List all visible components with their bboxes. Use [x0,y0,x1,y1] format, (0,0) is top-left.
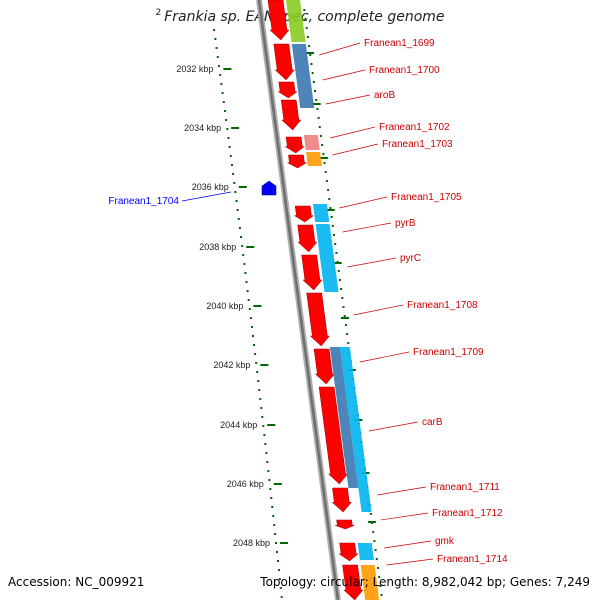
gene-arrow[interactable] [313,348,335,385]
gene-arrow[interactable] [306,292,330,347]
gene-label[interactable]: Franean1_1709 [413,347,484,358]
gene-label[interactable]: gmk [435,536,455,547]
cog-band [312,204,330,222]
gene-arrow[interactable] [331,487,352,513]
tick-labels: 2032 kbp 2034 kbp 2036 kbp 2038 kbp 2040 kbp… [176,64,270,548]
genes-label: Genes: [509,575,552,589]
cog-band [286,0,306,42]
cog-band [306,152,322,166]
gene-label[interactable]: Franean1_1702 [379,122,450,133]
leader-line [386,558,434,566]
gene-label[interactable]: aroB [374,90,395,101]
genes-value: 7,249 [555,575,590,589]
gene-label[interactable]: Franean1_1708 [407,300,478,311]
gene-arrow[interactable] [284,136,306,154]
gene-arrow[interactable] [273,43,295,81]
title-prefix: 2 [155,8,162,18]
gene-label[interactable]: Franean1_1711 [430,482,500,493]
gene-arrow[interactable] [342,564,364,600]
leader-line [342,222,392,233]
length-value: 8,982,042 bp; [421,575,507,589]
gene-arrow[interactable] [267,0,290,41]
tick-label: 2048 kbp [233,538,270,548]
gene-label[interactable]: pyrC [400,253,421,264]
organism-name: Frankia sp. EAN1pec, complete genome [164,9,445,25]
map-title: 2 Frankia sp. EAN1pec, complete genome [0,8,600,25]
accession-label: Accession: [8,575,72,589]
gene-track [261,0,364,600]
cog-band [315,224,339,292]
gene-arrow[interactable] [293,205,315,223]
leader-line [339,196,388,209]
accession-info: Accession: NC_009921 [8,575,144,589]
gene-arrow[interactable] [297,224,318,253]
leader-line [325,94,371,105]
leader-line [353,304,404,316]
leader-line [384,540,432,549]
length-label: Length: [372,575,419,589]
genome-stats: Topology: circular; Length: 8,982,042 bp… [260,575,590,589]
gene-arrow[interactable] [301,254,323,291]
leader-line [347,257,397,268]
gene-arrow[interactable] [287,154,308,169]
gene-label[interactable]: pyrB [395,218,416,229]
cog-band [303,135,320,150]
gene-label[interactable]: Franean1_1699 [364,38,435,49]
gene-arrow[interactable] [335,519,355,530]
gene-label[interactable]: carB [422,417,443,428]
leader-line [332,143,379,156]
tick-label: 2036 kbp [192,182,229,192]
tick-label: 2044 kbp [220,420,257,430]
leader-line [368,421,419,432]
tick-label: 2032 kbp [176,64,213,74]
topology-label: Topology: [260,575,317,589]
cog-band [291,44,315,108]
leader-line [330,126,376,139]
accession-value: NC_009921 [75,575,145,589]
cog-band [357,543,374,560]
gene-arrow[interactable] [338,542,359,562]
tick-label: 2046 kbp [227,479,264,489]
gene-label[interactable]: Franean1_1700 [369,65,440,76]
backbone-track [256,0,341,600]
gene-arrow-reverse[interactable] [261,180,277,196]
gene-arrow[interactable] [277,81,298,99]
leader-line [322,69,366,81]
gene-arrow[interactable] [318,386,349,485]
tick-label: 2042 kbp [213,360,250,370]
leader-line [380,512,429,521]
tick-label: 2034 kbp [184,123,221,133]
topology-value: circular; [320,575,369,589]
leader-line [319,42,361,56]
tick-label: 2038 kbp [199,242,236,252]
gene-labels: Franean1_1699 Franean1_1700 aroB Franean1_1… [108,38,508,566]
tick-label: 2040 kbp [206,301,243,311]
gene-arrow[interactable] [280,99,302,131]
leader-line [377,486,427,496]
coordinate-ruler [213,29,289,598]
cog-band [339,347,372,512]
cog-track [286,0,380,600]
cog-band [329,347,359,488]
gene-label[interactable]: Franean1_1703 [382,139,453,150]
cog-band [360,565,380,600]
gene-label[interactable]: Franean1_1705 [391,192,462,203]
gene-label[interactable]: Franean1_1704 [108,196,179,207]
leader-line [359,351,410,363]
gene-label[interactable]: Franean1_1712 [432,508,503,519]
gene-label[interactable]: Franean1_1714 [437,554,508,565]
